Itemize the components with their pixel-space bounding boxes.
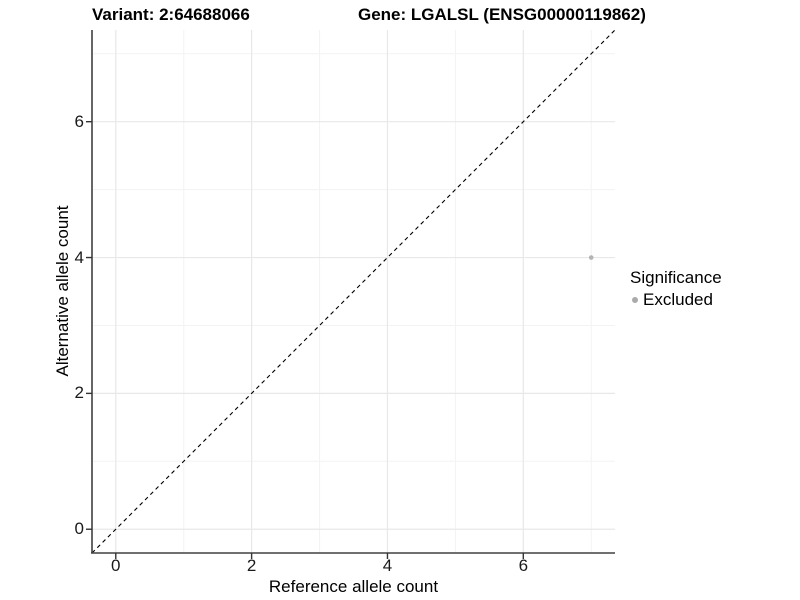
- x-tick-label: 0: [111, 556, 121, 575]
- x-axis-title: Reference allele count: [268, 577, 439, 596]
- y-tick-label: 4: [74, 247, 84, 267]
- legend-title: Significance: [630, 268, 722, 287]
- legend: Significance Excluded: [630, 268, 722, 310]
- y-tick-label: 2: [74, 383, 84, 403]
- y-axis-title: Alternative allele count: [53, 205, 72, 377]
- excluded-point-icon: [632, 297, 638, 303]
- identity-line: [91, 29, 616, 554]
- legend-item-label: Excluded: [643, 290, 713, 309]
- gene-title: Gene: LGALSL (ENSG00000119862): [358, 5, 646, 24]
- x-tick-label: 2: [246, 556, 257, 575]
- y-tick-label: 0: [74, 519, 84, 539]
- data-point: [588, 255, 594, 260]
- legend-item-excluded: Excluded: [630, 290, 722, 310]
- x-tick-label: 6: [518, 556, 529, 575]
- x-tick-label: 4: [382, 556, 393, 575]
- variant-title: Variant: 2:64688066: [92, 5, 250, 24]
- y-tick-label: 6: [74, 111, 84, 131]
